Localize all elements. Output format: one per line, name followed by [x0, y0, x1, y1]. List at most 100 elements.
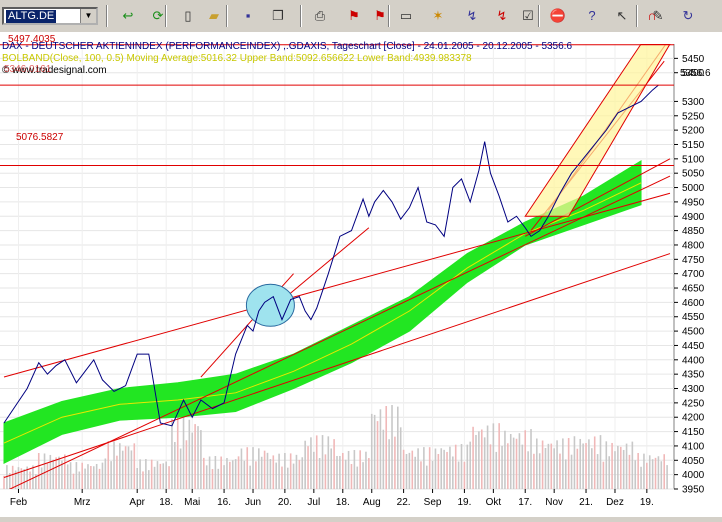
x-tick-label: 21.: [579, 497, 593, 508]
rotate-icon[interactable]: ↻: [682, 8, 694, 23]
x-tick-label: 16.: [217, 497, 231, 508]
wizard-icon[interactable]: ✶: [432, 8, 444, 23]
x-tick-label: 20.: [278, 497, 292, 508]
close-line: [3, 84, 659, 427]
x-tick-label: 19.: [457, 497, 471, 508]
stop-icon[interactable]: ⛔: [549, 8, 567, 23]
toolbar-separator: [106, 5, 108, 27]
bollinger-bands: [3, 160, 642, 464]
y-tick-label: 4000: [682, 470, 705, 481]
refresh-icon[interactable]: ⟳: [152, 8, 164, 23]
y-tick-label: 4100: [682, 441, 705, 452]
toolbar-separator: [636, 5, 638, 27]
open-folder-icon[interactable]: ▰: [209, 8, 219, 23]
y-tick-label: 4850: [682, 226, 705, 237]
x-axis: Feb Mrz Apr 18. Mai 16. Jun 20. Jul 18. Aug 22. Sep 1…: [10, 489, 654, 508]
toolbar-separator: [165, 5, 167, 27]
trend-icon[interactable]: ↯: [496, 8, 508, 23]
bollinger-band-fill: [3, 160, 642, 464]
properties-icon[interactable]: ☑: [522, 8, 534, 23]
y-tick-label: 4400: [682, 355, 705, 366]
y-tick-label: 3950: [682, 485, 705, 496]
y-tick-label: 4550: [682, 312, 705, 323]
x-tick-label: Mai: [184, 497, 200, 508]
x-tick-label: Okt: [486, 497, 502, 508]
trendline: [524, 158, 671, 237]
window-icon[interactable]: ▭: [399, 8, 413, 23]
x-tick-label: Jun: [245, 497, 261, 508]
horizontal-levels: [0, 44, 674, 167]
print-icon[interactable]: ⎙: [314, 8, 326, 23]
trendline: [8, 175, 671, 489]
symbol-value: ALTG.DE: [6, 10, 57, 23]
label-top-level: 5497.4035: [8, 34, 56, 45]
y-tick-label: 4950: [682, 197, 705, 208]
edit-icon[interactable]: ✎: [652, 8, 664, 23]
cursor-icon[interactable]: ↖: [616, 8, 628, 23]
y-tick-label: 4350: [682, 370, 705, 381]
trend-channel: [524, 44, 671, 217]
copy-icon[interactable]: ❐: [272, 8, 284, 23]
y-tick-label: 5450: [682, 54, 705, 65]
help-icon[interactable]: ?: [588, 8, 596, 23]
volume-bars: [3, 405, 668, 489]
flag-icon[interactable]: ⚑: [348, 8, 360, 23]
x-tick-label: 19.: [640, 497, 654, 508]
indicator-icon[interactable]: ↯: [466, 8, 478, 23]
moving-average-line: [3, 182, 642, 444]
x-tick-label: 22.: [397, 497, 411, 508]
y-tick-label: 5150: [682, 140, 705, 151]
x-tick-label: Dez: [606, 497, 624, 508]
y-tick-label: 4300: [682, 384, 705, 395]
trendline: [3, 192, 671, 378]
x-tick-label: 17.: [518, 497, 532, 508]
x-tick-label: Jul: [307, 497, 320, 508]
toolbar: ALTG.DE ▼ ↩ ⟳ ▯ ▰ ▪ ❐ ⎙ ⚑ ⚑ ▭ ✶ ↯ ↯ ☑ ⛔? ↖ ∩ ✎ ↻: [0, 0, 722, 33]
y-tick-label: 4150: [682, 427, 705, 438]
new-document-icon[interactable]: ▯: [184, 8, 192, 23]
y-tick-label: 5250: [682, 111, 705, 122]
price-line: [3, 84, 659, 427]
trendlines: [3, 44, 671, 489]
y-tick-label: 5100: [682, 154, 705, 165]
save-icon[interactable]: ▪: [245, 8, 251, 23]
chart-add-icon[interactable]: ⚑: [374, 8, 386, 23]
highlight-ellipse: [245, 283, 295, 327]
y-tick-label: 4750: [682, 255, 705, 266]
y-axis: 3950 4000 4050 4100 4150 4200 4250 4300 4350 4400…: [674, 54, 705, 496]
toolbar-separator: [388, 5, 390, 27]
label-level-5076: 5076.5827: [16, 132, 64, 143]
trendline: [3, 253, 671, 478]
x-tick-label: 18.: [159, 497, 173, 508]
last-price-label: 5356.6: [680, 68, 711, 79]
chevron-down-icon[interactable]: ▼: [80, 9, 96, 23]
y-tick-label: 4450: [682, 341, 705, 352]
x-tick-label: Apr: [129, 497, 145, 508]
back-arrow-icon[interactable]: ↩: [122, 8, 134, 23]
chart-area[interactable]: 3950 4000 4050 4100 4150 4200 4250 4300 4350 4400…: [0, 32, 722, 517]
x-tick-label: Feb: [10, 497, 28, 508]
watermark: © www.tradesignal.com: [2, 65, 107, 76]
y-tick-label: 4700: [682, 269, 705, 280]
symbol-selector[interactable]: ALTG.DE ▼: [2, 7, 98, 25]
y-tick-label: 4900: [682, 212, 705, 223]
chart-title: DAX - DEUTSCHER AKTIENINDEX (PERFORMANCE…: [2, 41, 572, 52]
toolbar-separator: [300, 5, 302, 27]
y-tick-label: 4600: [682, 298, 705, 309]
y-tick-label: 4250: [682, 398, 705, 409]
x-tick-label: 18.: [336, 497, 350, 508]
y-tick-label: 4200: [682, 413, 705, 424]
label-level-2: 5346.0161: [4, 64, 52, 75]
y-tick-label: 4050: [682, 456, 705, 467]
y-tick-label: 5400: [682, 68, 705, 79]
x-tick-label: Sep: [424, 497, 442, 508]
magnet-icon[interactable]: ∩: [647, 8, 657, 23]
y-tick-label: 5300: [682, 97, 705, 108]
x-tick-label: Aug: [363, 497, 381, 508]
price-chart: 3950 4000 4050 4100 4150 4200 4250 4300 4350 4400…: [0, 32, 722, 517]
toolbar-separator: [226, 5, 228, 27]
y-tick-label: 5050: [682, 169, 705, 180]
toolbar-separator: [538, 5, 540, 27]
y-tick-label: 4500: [682, 327, 705, 338]
x-tick-label: Mrz: [74, 497, 91, 508]
